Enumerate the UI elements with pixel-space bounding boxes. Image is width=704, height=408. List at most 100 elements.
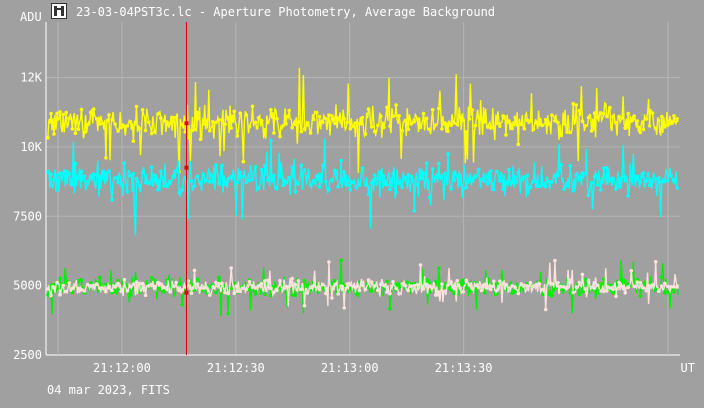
data-point (314, 110, 319, 115)
data-point (608, 286, 612, 290)
data-point (586, 193, 591, 197)
data-point (525, 284, 530, 288)
data-point (263, 128, 267, 132)
data-point (275, 288, 279, 293)
data-point (98, 286, 102, 291)
data-point (348, 188, 353, 192)
data-point (547, 179, 551, 184)
data-point (519, 122, 524, 127)
data-point (82, 130, 87, 134)
data-point (482, 291, 487, 295)
data-point (73, 161, 78, 166)
data-point (180, 122, 185, 127)
data-point (415, 283, 420, 287)
data-point (626, 194, 630, 198)
data-point (400, 129, 405, 133)
data-point (159, 169, 163, 174)
data-point (238, 111, 243, 115)
data-point (489, 287, 493, 292)
data-point (339, 284, 343, 289)
data-point (516, 170, 521, 175)
data-point (669, 121, 673, 126)
data-point (336, 292, 340, 296)
data-point (550, 282, 554, 286)
data-point (467, 117, 472, 121)
data-point (467, 289, 472, 294)
title-bar[interactable]: 23-03-04PST3c.lc - Aperture Photometry, … (0, 0, 704, 24)
data-point (351, 284, 356, 289)
data-point (421, 111, 426, 116)
data-point (443, 171, 447, 176)
data-point (647, 284, 652, 288)
data-point (510, 126, 514, 131)
data-point (220, 281, 224, 286)
data-point (412, 119, 417, 124)
data-point (195, 277, 200, 282)
data-point (272, 173, 276, 178)
data-point (327, 187, 331, 191)
data-point (663, 281, 667, 286)
data-point (302, 127, 307, 131)
data-point (186, 135, 191, 140)
data-point (290, 293, 295, 297)
data-point (614, 120, 618, 125)
data-point (369, 181, 374, 185)
data-point (174, 168, 178, 173)
data-point (284, 122, 288, 126)
data-point (165, 183, 169, 187)
data-point (201, 286, 206, 290)
data-point (327, 260, 331, 264)
data-point (284, 179, 288, 184)
data-point (440, 127, 444, 131)
data-point (201, 172, 206, 177)
data-point (357, 288, 362, 293)
data-point (192, 184, 197, 188)
y-tick-label: 5000 (13, 279, 42, 293)
data-point (302, 303, 307, 308)
data-point (366, 192, 371, 197)
data-point (211, 285, 215, 289)
data-point (376, 123, 380, 128)
data-point (522, 175, 527, 179)
data-point (565, 184, 569, 188)
data-point (198, 286, 203, 290)
data-point (543, 184, 548, 189)
data-point (52, 285, 56, 290)
data-point (406, 127, 411, 132)
data-point (519, 178, 524, 182)
data-point (449, 123, 453, 127)
data-point (351, 180, 356, 185)
data-point (348, 283, 353, 287)
footer-caption: 04 mar 2023, FITS (47, 383, 170, 397)
data-point (476, 115, 481, 120)
data-point (208, 293, 212, 297)
series-line (47, 138, 679, 236)
data-point (305, 122, 310, 127)
data-point (266, 278, 270, 283)
data-point (110, 198, 114, 202)
data-point (55, 173, 59, 177)
data-point (672, 177, 676, 182)
data-point (644, 117, 649, 121)
data-point (113, 289, 117, 294)
data-point (583, 277, 588, 282)
photometry-app-icon[interactable] (51, 3, 67, 19)
data-point (626, 285, 630, 290)
data-point (67, 116, 72, 121)
data-point (204, 285, 209, 290)
data-point (256, 284, 261, 288)
axis-labels: 2500 5000 7500 10K 12K 21:12:00 21:12:30 21:13:… (13, 10, 695, 375)
data-point (354, 284, 359, 289)
data-point (330, 282, 334, 286)
data-point (568, 130, 572, 135)
data-point (446, 129, 450, 133)
data-point (345, 282, 350, 286)
data-point (95, 282, 99, 286)
data-point (180, 288, 185, 292)
data-point (177, 288, 181, 293)
data-point (501, 281, 505, 286)
data-point (556, 281, 560, 285)
data-point (455, 122, 460, 126)
data-point (623, 291, 627, 295)
